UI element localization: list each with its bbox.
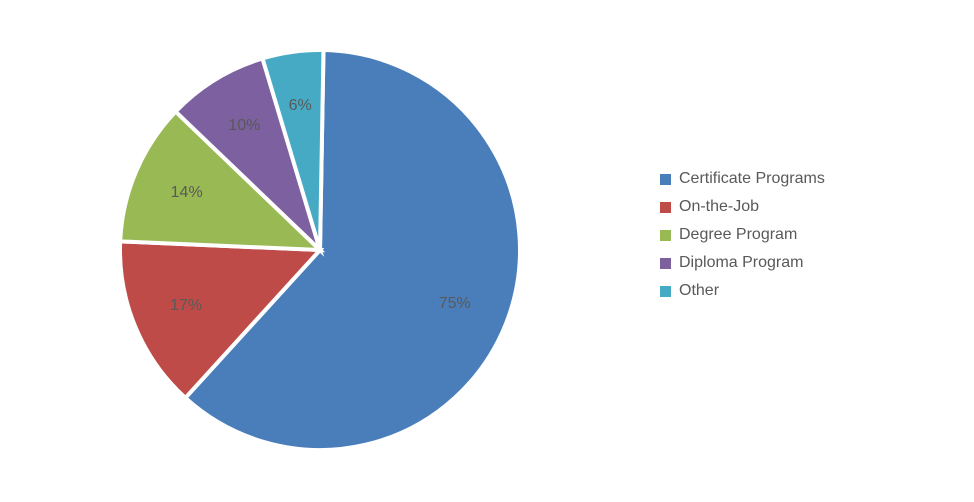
legend-item-onthejob: On-the-Job [660,198,825,216]
legend-label-onthejob: On-the-Job [679,198,759,216]
legend-swatch-onthejob [660,202,671,213]
legend-label-certificate: Certificate Programs [679,170,825,188]
legend: Certificate Programs On-the-Job Degree Pro… [660,160,825,310]
legend-item-other: Other [660,282,825,300]
legend-item-certificate: Certificate Programs [660,170,825,188]
legend-label-degree: Degree Program [679,226,797,244]
pie-chart: 75% 17% 14% 10% 6% [40,30,600,470]
legend-item-diploma: Diploma Program [660,254,825,272]
pie-svg [40,30,600,470]
pct-label-diploma: 10% [228,117,260,135]
pct-label-certificate: 75% [439,295,471,313]
legend-item-degree: Degree Program [660,226,825,244]
legend-swatch-certificate [660,174,671,185]
pct-label-onthejob: 17% [170,297,202,315]
legend-swatch-other [660,286,671,297]
legend-label-diploma: Diploma Program [679,254,803,272]
chart-stage: 75% 17% 14% 10% 6% Certificate Programs On-th… [0,0,974,502]
pct-label-degree: 14% [171,184,203,202]
legend-swatch-degree [660,230,671,241]
pct-label-other: 6% [289,97,312,115]
legend-swatch-diploma [660,258,671,269]
legend-label-other: Other [679,282,719,300]
